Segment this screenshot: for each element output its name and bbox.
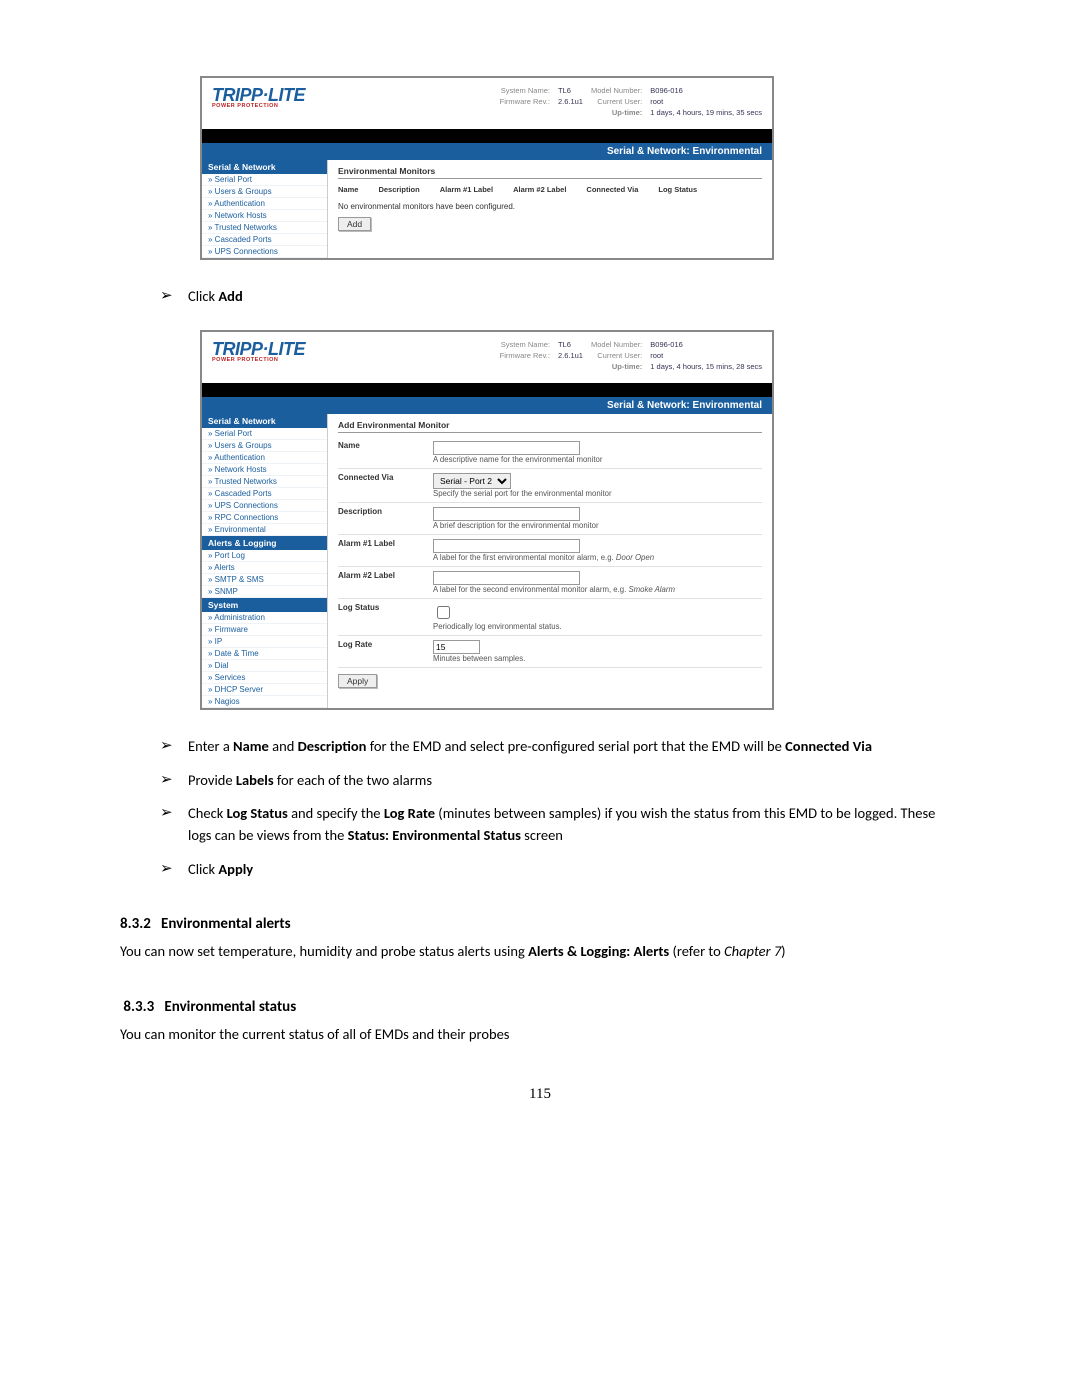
section-heading: 8.3.3 Environmental status <box>120 998 960 1016</box>
sidebar-item[interactable]: Serial Port <box>202 428 327 440</box>
sidebar-category: Serial & Network <box>202 160 327 174</box>
screenshot-env-add: TRIPP·LITE POWER PROTECTION System Name:… <box>200 330 774 710</box>
sidebar-item[interactable]: Authentication <box>202 198 327 210</box>
field-hint: Specify the serial port for the environm… <box>433 489 612 498</box>
sidebar-item[interactable]: Dial <box>202 660 327 672</box>
body-paragraph: You can monitor the current status of al… <box>120 1024 960 1046</box>
col-header: Alarm #1 Label <box>440 185 493 194</box>
field-label: Alarm #1 Label <box>338 539 433 562</box>
doc-bullet: Check Log Status and specify the Log Rat… <box>160 797 960 853</box>
body-paragraph: You can now set temperature, humidity an… <box>120 941 960 963</box>
field-label: Name <box>338 441 433 464</box>
sidebar-item[interactable]: Network Hosts <box>202 464 327 476</box>
panel-heading: Add Environmental Monitor <box>338 420 762 433</box>
field-hint: A descriptive name for the environmental… <box>433 455 602 464</box>
sidebar-item[interactable]: Environmental <box>202 524 327 536</box>
sidebar-item[interactable]: Network Hosts <box>202 210 327 222</box>
log-rate-input[interactable] <box>433 640 480 654</box>
field-label: Connected Via <box>338 473 433 498</box>
doc-bullet: Enter a Name and Description for the EMD… <box>160 730 960 764</box>
col-header: Name <box>338 185 358 194</box>
sidebar-item[interactable]: Services <box>202 672 327 684</box>
sidebar-item[interactable]: Authentication <box>202 452 327 464</box>
col-header: Description <box>378 185 419 194</box>
field-label: Log Status <box>338 603 433 631</box>
tripplite-logo: TRIPP·LITE POWER PROTECTION <box>212 340 305 371</box>
sidebar-item[interactable]: Trusted Networks <box>202 476 327 488</box>
doc-bullet: Click Apply <box>160 853 960 887</box>
sidebar-item[interactable]: RPC Connections <box>202 512 327 524</box>
page-title-bar: Serial & Network: Environmental <box>202 397 772 414</box>
screenshot-env-list: TRIPP·LITE POWER PROTECTION System Name:… <box>200 76 774 260</box>
sidebar-item[interactable]: Serial Port <box>202 174 327 186</box>
add-button[interactable]: Add <box>338 217 371 231</box>
sidebar-item[interactable]: SMTP & SMS <box>202 574 327 586</box>
tripplite-logo: TRIPP·LITE POWER PROTECTION <box>212 86 305 117</box>
sidebar-item[interactable]: Cascaded Ports <box>202 488 327 500</box>
sidebar-item[interactable]: Nagios <box>202 696 327 708</box>
col-header: Alarm #2 Label <box>513 185 566 194</box>
system-info: System Name:TL6 Model Number:B096-016 Fi… <box>500 340 762 371</box>
panel-heading: Environmental Monitors <box>338 166 762 179</box>
sidebar-item[interactable]: IP <box>202 636 327 648</box>
connected-via-select[interactable]: Serial - Port 2 <box>433 473 511 489</box>
field-label: Log Rate <box>338 640 433 663</box>
sidebar-category: Alerts & Logging <box>202 536 327 550</box>
empty-message: No environmental monitors have been conf… <box>338 196 762 217</box>
sidebar-item[interactable]: Cascaded Ports <box>202 234 327 246</box>
main-panel: Environmental Monitors Name Description … <box>327 160 772 258</box>
sidebar-item[interactable]: Administration <box>202 612 327 624</box>
doc-bullet: Click Add <box>160 280 960 314</box>
field-hint: Minutes between samples. <box>433 654 525 663</box>
field-label: Alarm #2 Label <box>338 571 433 594</box>
sidebar-item[interactable]: DHCP Server <box>202 684 327 696</box>
col-header: Log Status <box>658 185 697 194</box>
field-hint: Periodically log environmental status. <box>433 622 562 631</box>
sidebar: Serial & Network Serial Port Users & Gro… <box>202 414 327 708</box>
sidebar-category: System <box>202 598 327 612</box>
alarm1-input[interactable] <box>433 539 580 553</box>
description-input[interactable] <box>433 507 580 521</box>
sidebar: Serial & Network Serial Port Users & Gro… <box>202 160 327 258</box>
field-hint: A brief description for the environmenta… <box>433 521 599 530</box>
doc-bullet: Provide Labels for each of the two alarm… <box>160 764 960 798</box>
field-hint: A label for the first environmental moni… <box>433 553 654 562</box>
system-info: System Name:TL6 Model Number:B096-016 Fi… <box>500 86 762 117</box>
alarm2-input[interactable] <box>433 571 580 585</box>
sidebar-item[interactable]: Trusted Networks <box>202 222 327 234</box>
sidebar-item[interactable]: SNMP <box>202 586 327 598</box>
main-panel: Add Environmental Monitor Name A descrip… <box>327 414 772 708</box>
page-number: 115 <box>120 1086 960 1103</box>
name-input[interactable] <box>433 441 580 455</box>
page-title-bar: Serial & Network: Environmental <box>202 143 772 160</box>
col-header: Connected Via <box>586 185 638 194</box>
sidebar-item[interactable]: Users & Groups <box>202 186 327 198</box>
sidebar-item[interactable]: Users & Groups <box>202 440 327 452</box>
document-page: TRIPP·LITE POWER PROTECTION System Name:… <box>0 0 1080 1143</box>
sidebar-item[interactable]: Date & Time <box>202 648 327 660</box>
field-hint: A label for the second environmental mon… <box>433 585 675 594</box>
field-label: Description <box>338 507 433 530</box>
sidebar-item[interactable]: Port Log <box>202 550 327 562</box>
sidebar-item[interactable]: UPS Connections <box>202 246 327 258</box>
sidebar-item[interactable]: Firmware <box>202 624 327 636</box>
sidebar-item[interactable]: UPS Connections <box>202 500 327 512</box>
log-status-checkbox[interactable] <box>437 606 450 619</box>
sidebar-item[interactable]: Alerts <box>202 562 327 574</box>
sidebar-category: Serial & Network <box>202 414 327 428</box>
uptime-label: Up-time: <box>591 108 642 117</box>
apply-button[interactable]: Apply <box>338 674 377 688</box>
section-heading: 8.3.2 Environmental alerts <box>120 915 960 933</box>
